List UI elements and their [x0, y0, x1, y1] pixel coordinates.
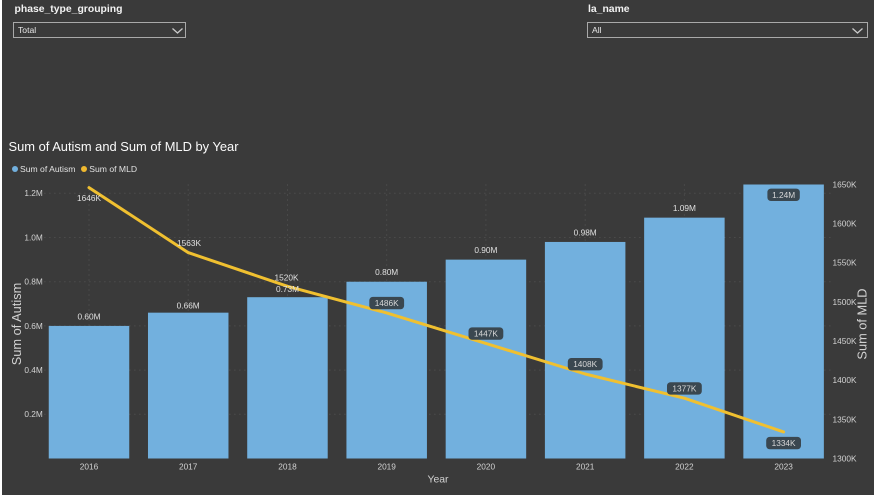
svg-text:1500K: 1500K: [833, 297, 857, 307]
svg-text:2023: 2023: [774, 462, 793, 472]
svg-text:1.2M: 1.2M: [24, 188, 43, 198]
svg-text:1334K: 1334K: [772, 438, 796, 448]
svg-text:1450K: 1450K: [833, 336, 857, 346]
svg-text:1350K: 1350K: [833, 414, 857, 424]
svg-text:1.24M: 1.24M: [772, 190, 795, 200]
svg-text:1563K: 1563K: [177, 238, 201, 248]
svg-text:1300K: 1300K: [833, 453, 857, 463]
svg-text:1.09M: 1.09M: [673, 203, 696, 213]
svg-text:0.80M: 0.80M: [375, 267, 398, 277]
svg-text:0.90M: 0.90M: [474, 245, 497, 255]
svg-text:2022: 2022: [675, 462, 694, 472]
svg-text:1377K: 1377K: [672, 383, 696, 393]
svg-text:2018: 2018: [278, 462, 297, 472]
svg-text:1520K: 1520K: [275, 273, 299, 283]
svg-text:2021: 2021: [576, 462, 595, 472]
svg-text:1600K: 1600K: [833, 219, 857, 229]
svg-text:Sum of MLD: Sum of MLD: [855, 288, 870, 359]
svg-text:2017: 2017: [179, 462, 198, 472]
svg-text:1400K: 1400K: [833, 375, 857, 385]
svg-text:1.0M: 1.0M: [24, 232, 43, 242]
svg-text:Year: Year: [428, 475, 450, 486]
svg-text:0.4M: 0.4M: [24, 365, 43, 375]
svg-text:0.66M: 0.66M: [177, 300, 200, 310]
svg-text:0.2M: 0.2M: [24, 409, 43, 419]
svg-text:1447K: 1447K: [474, 329, 498, 339]
svg-text:0.73M: 0.73M: [276, 284, 299, 294]
svg-text:0.98M: 0.98M: [574, 228, 597, 238]
svg-text:1650K: 1650K: [833, 179, 857, 189]
svg-text:0.6M: 0.6M: [24, 321, 43, 331]
svg-text:1486K: 1486K: [375, 298, 399, 308]
svg-text:2016: 2016: [80, 462, 99, 472]
svg-text:1646K: 1646K: [77, 193, 101, 203]
svg-text:1408K: 1408K: [573, 359, 597, 369]
svg-text:2019: 2019: [377, 462, 396, 472]
svg-text:0.60M: 0.60M: [77, 311, 100, 321]
svg-text:1550K: 1550K: [833, 258, 857, 268]
svg-text:Sum of Autism: Sum of Autism: [9, 283, 24, 366]
svg-text:2020: 2020: [477, 462, 496, 472]
svg-text:0.8M: 0.8M: [24, 277, 43, 287]
